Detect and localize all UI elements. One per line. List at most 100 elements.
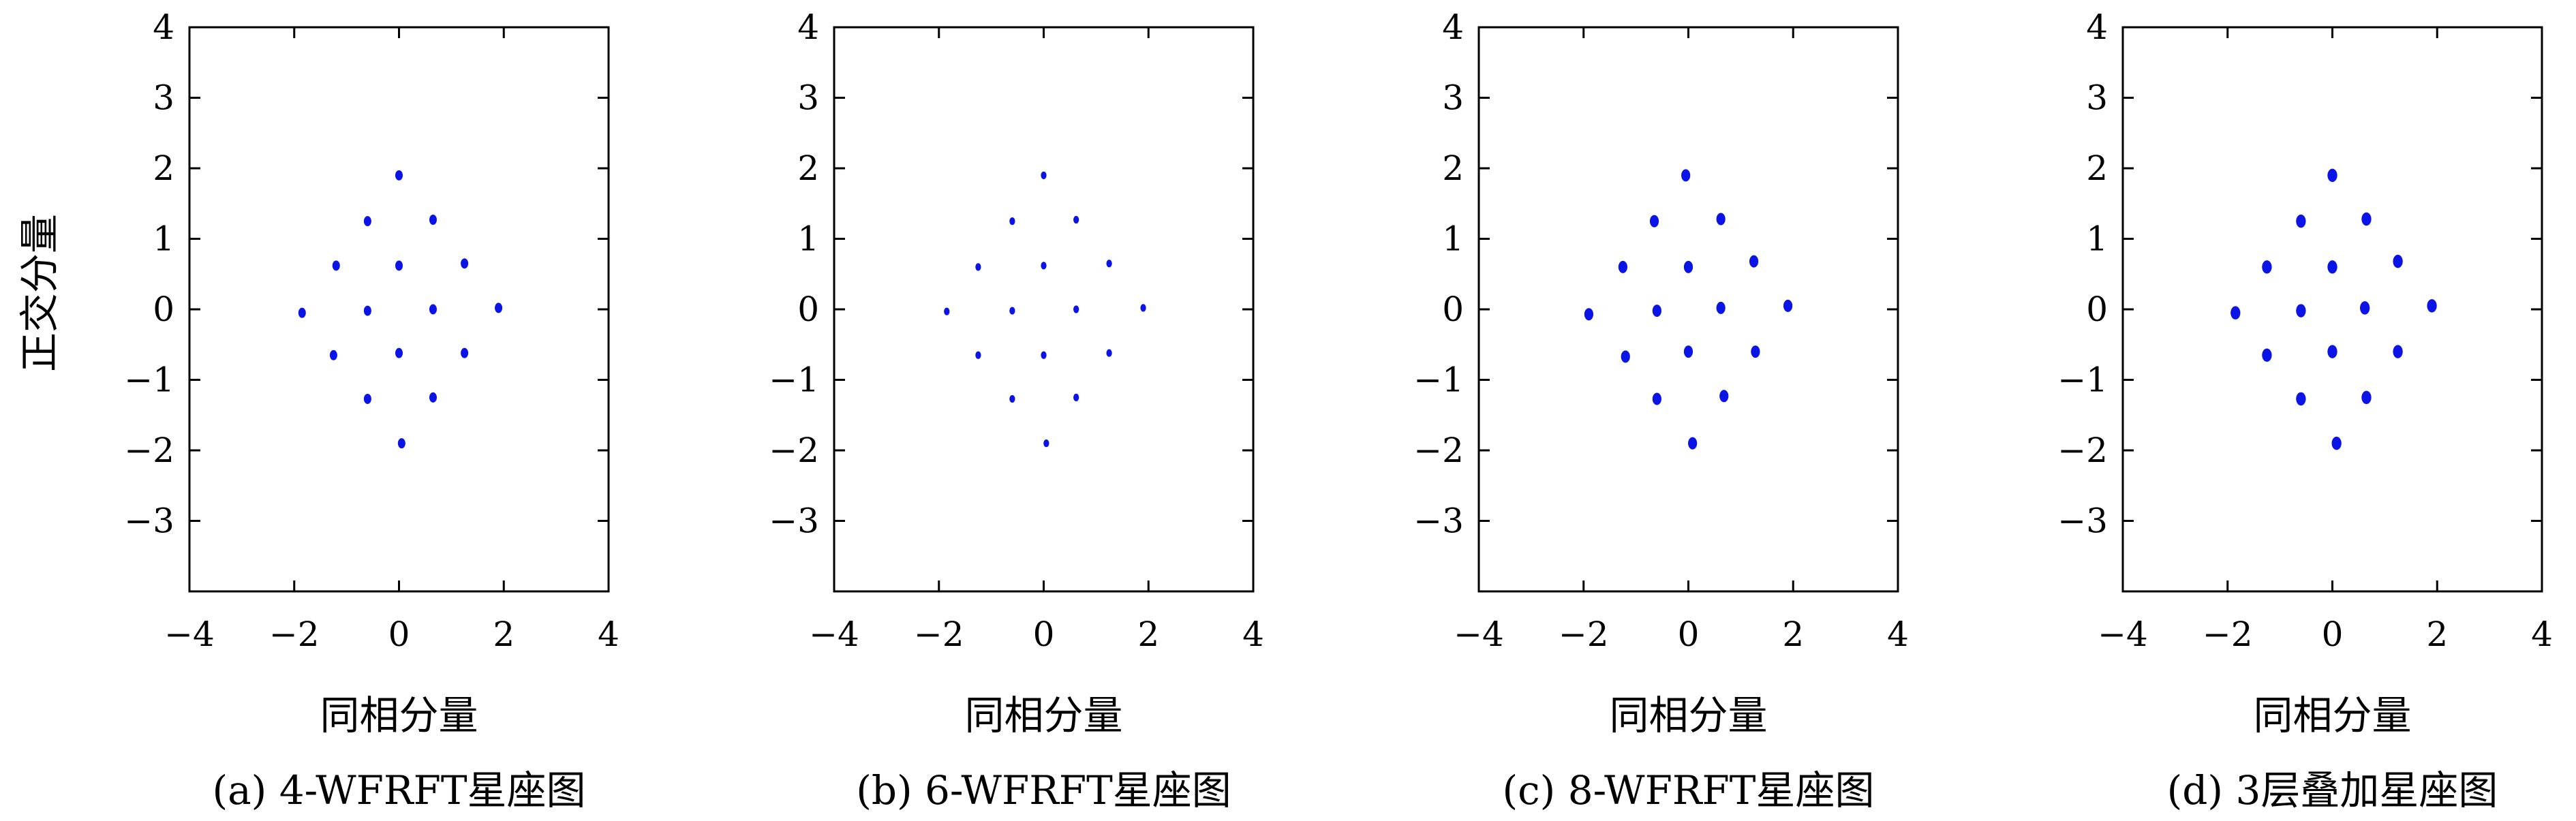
y-tick-label: −2 [769, 431, 819, 470]
x-axis-title: 同相分量 [2253, 692, 2411, 739]
constellation-point [2296, 392, 2306, 406]
constellation-panel-2: −4 −2 0 2 4 4 3 2 1 0 −1 −2 −3 同相分量 (b) 6-WFRFT星座图 [769, 7, 1264, 814]
constellation-point [1618, 260, 1628, 273]
constellation-point [1009, 307, 1015, 315]
constellation-point [1749, 255, 1759, 268]
constellation-point [1716, 213, 1726, 226]
constellation-point [395, 347, 403, 358]
constellation-panel-1: −4 −2 0 2 4 4 3 2 1 0 −1 −2 −3 同相分量 (a) 4-WFRFT星座图 [124, 7, 619, 814]
x-tick-label: 0 [2322, 615, 2344, 654]
constellation-point [1621, 350, 1630, 363]
constellation-point [1106, 349, 1112, 357]
y-tick-label: 3 [1442, 78, 1464, 118]
y-tick-label: 1 [153, 219, 174, 259]
y-tick-label: 0 [797, 290, 819, 329]
x-tick-label: −4 [809, 615, 859, 654]
x-tick-label: 4 [598, 615, 619, 654]
y-tick-label: 3 [797, 78, 819, 118]
constellation-point [1009, 394, 1015, 403]
y-tick-label: 1 [797, 219, 819, 259]
constellation-point [2360, 301, 2370, 315]
y-tick-label: 1 [1442, 219, 1464, 259]
constellation-point [332, 260, 340, 271]
constellation-point [2361, 212, 2372, 226]
constellation-point [2296, 214, 2306, 228]
y-tick-label: 3 [153, 78, 174, 118]
y-tick-label: 4 [797, 7, 819, 47]
y-tick-label: −1 [2057, 360, 2108, 400]
plot-frame [1477, 26, 1899, 593]
constellation-point [944, 307, 950, 315]
constellation-panel-3: −4 −2 0 2 4 4 3 2 1 0 −1 −2 −3 同相分量 (c) 8-WFRFT星座图 [1413, 7, 1909, 814]
constellation-point [2361, 390, 2372, 405]
x-axis-title: 同相分量 [964, 692, 1122, 739]
x-tick-label: −4 [164, 615, 215, 654]
constellation-point [1649, 215, 1659, 228]
constellation-point [1719, 390, 1729, 403]
y-tick-label: −2 [124, 431, 174, 470]
constellation-point [2262, 260, 2272, 274]
constellation-point [1652, 392, 1661, 405]
x-tick-label: 2 [493, 615, 515, 654]
constellation-point [1716, 301, 1726, 314]
y-tick-label: 3 [2086, 78, 2108, 118]
x-tick-label: −2 [1559, 615, 1609, 654]
constellation-point [1009, 217, 1015, 226]
constellation-point [363, 305, 371, 316]
constellation-point [1140, 304, 1146, 312]
y-tick-label: −3 [769, 501, 819, 541]
constellation-point [1041, 262, 1047, 270]
y-tick-label: −3 [124, 501, 174, 541]
x-axis-title: 同相分量 [320, 692, 478, 739]
x-tick-label: 2 [1782, 615, 1804, 654]
constellation-point [363, 393, 371, 404]
constellation-point [429, 304, 437, 315]
constellation-point [461, 258, 469, 269]
constellation-point [975, 263, 981, 271]
constellation-point [1041, 171, 1047, 179]
y-tick-label: −2 [2057, 431, 2108, 470]
constellation-point [1783, 299, 1793, 312]
constellation-point [1652, 305, 1661, 317]
x-tick-label: −4 [2098, 615, 2148, 654]
x-tick-label: 0 [388, 615, 410, 654]
constellation-point [1683, 260, 1693, 273]
constellation-point [2296, 304, 2306, 317]
plot-frame [833, 26, 1255, 593]
constellation-point [461, 347, 469, 358]
y-tick-label: 2 [2086, 149, 2108, 188]
constellation-point [2331, 436, 2342, 450]
constellation-point [495, 303, 503, 313]
constellation-panel-4: −4 −2 0 2 4 4 3 2 1 0 −1 −2 −3 同相分量 (d) 3层叠加星座图 [2057, 7, 2553, 814]
y-tick-label: 0 [153, 290, 174, 329]
x-axis-title: 同相分量 [1609, 692, 1767, 739]
constellation-point [1681, 169, 1691, 182]
y-tick-label: −1 [769, 360, 819, 400]
y-tick-label: 1 [2086, 219, 2108, 259]
constellation-point [1683, 345, 1693, 358]
constellation-point [1688, 437, 1698, 450]
x-tick-label: −2 [914, 615, 964, 654]
x-tick-label: −4 [1454, 615, 1504, 654]
x-tick-label: −2 [2203, 615, 2253, 654]
x-tick-label: 2 [1137, 615, 1159, 654]
constellation-point [2427, 299, 2437, 313]
y-tick-label: 2 [1442, 149, 1464, 188]
constellation-point [1073, 215, 1079, 224]
constellation-point [2393, 254, 2403, 268]
constellation-panels: −4 −2 0 2 4 4 3 2 1 0 −1 −2 −3 同相分量 (a) 4-WFRFT星座图 −4 −2… [124, 7, 2553, 814]
panel-caption: (d) 3层叠加星座图 [2167, 767, 2498, 814]
constellation-point [1106, 260, 1112, 268]
constellation-point [2327, 345, 2337, 358]
constellation-point [1073, 393, 1079, 401]
x-tick-label: 4 [1242, 615, 1264, 654]
constellation-point [1043, 439, 1049, 448]
constellation-point [395, 260, 403, 271]
constellation-point [1073, 305, 1079, 313]
constellation-point [2327, 168, 2337, 183]
constellation-point [2393, 345, 2403, 358]
constellation-point [329, 350, 337, 360]
y-tick-label: −1 [1413, 360, 1464, 400]
panel-caption: (c) 8-WFRFT星座图 [1503, 767, 1875, 814]
constellation-point [429, 392, 437, 403]
